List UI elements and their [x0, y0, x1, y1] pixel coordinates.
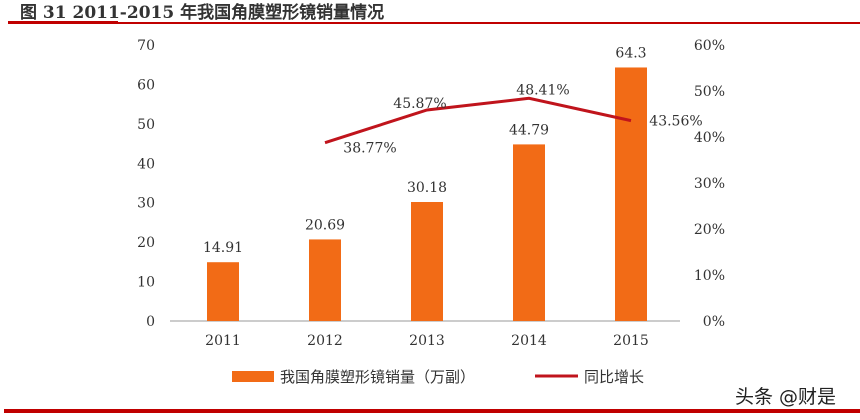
bar-data-label: 30.18: [407, 180, 447, 196]
bar: [513, 144, 545, 321]
y-tick-label: 40: [137, 156, 155, 172]
watermark: 头条 @财是: [735, 386, 837, 408]
bar-data-label: 14.91: [203, 240, 243, 256]
legend-label-line: 同比增长: [584, 368, 644, 386]
y2-tick-label: 30%: [694, 176, 725, 192]
line-data-label: 38.77%: [343, 141, 396, 157]
y-tick-label: 50: [137, 117, 155, 133]
x-tick-label: 2015: [613, 333, 649, 349]
bar: [411, 202, 443, 321]
bar-data-label: 64.3: [615, 45, 646, 61]
bar-data-label: 20.69: [305, 217, 345, 233]
bar: [309, 239, 341, 321]
title-divider: [8, 22, 860, 24]
bar-data-label: 44.79: [509, 122, 549, 138]
y2-tick-label: 60%: [694, 38, 725, 54]
y-tick-label: 30: [137, 196, 155, 212]
bottom-divider: [4, 409, 860, 413]
line-data-label: 43.56%: [649, 114, 702, 130]
x-tick-label: 2013: [409, 333, 445, 349]
x-tick-label: 2012: [307, 333, 343, 349]
legend-label-bar: 我国角膜塑形镜销量（万副）: [280, 368, 475, 386]
title-divider-accent: [8, 21, 118, 24]
y-tick-label: 20: [137, 235, 155, 251]
legend-swatch-bar: [232, 371, 274, 382]
bar: [615, 67, 647, 321]
y2-tick-label: 50%: [694, 84, 725, 100]
bar: [207, 262, 239, 321]
y2-tick-label: 40%: [694, 130, 725, 146]
y2-tick-label: 0%: [703, 314, 725, 330]
chart-title: 图 31 2011-2015 年我国角膜塑形镜销量情况: [20, 3, 385, 23]
y2-tick-label: 10%: [694, 268, 725, 284]
growth-line: [324, 96, 632, 145]
y-tick-label: 0: [146, 314, 155, 330]
y-tick-label: 10: [137, 275, 155, 291]
y2-tick-label: 20%: [694, 222, 725, 238]
x-tick-label: 2011: [205, 333, 241, 349]
line-data-label: 48.41%: [516, 82, 569, 98]
y-tick-label: 60: [137, 77, 155, 93]
line-data-label: 45.87%: [393, 96, 446, 112]
y-tick-label: 70: [137, 38, 155, 54]
x-tick-label: 2014: [511, 333, 547, 349]
